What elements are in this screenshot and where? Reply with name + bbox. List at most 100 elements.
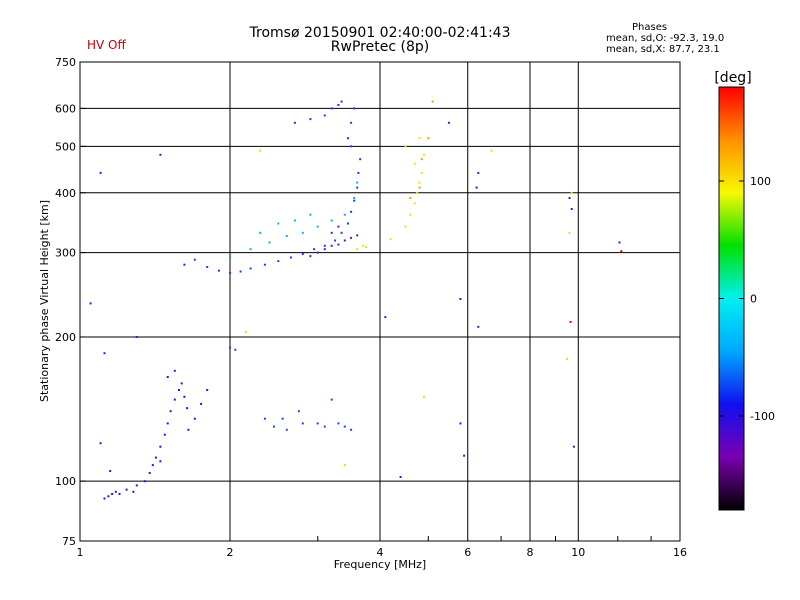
data-point bbox=[301, 231, 304, 234]
data-point bbox=[618, 241, 621, 244]
data-point bbox=[413, 162, 416, 165]
data-point bbox=[297, 410, 300, 413]
data-point bbox=[389, 238, 392, 241]
data-point bbox=[103, 352, 106, 355]
y-axis-ticks: 75 100 200 300 400 500 600 750 bbox=[55, 56, 86, 548]
y-tick-label: 400 bbox=[55, 187, 76, 200]
data-point bbox=[427, 137, 430, 140]
data-point bbox=[239, 270, 242, 273]
x-tick-label: 10 bbox=[571, 546, 585, 559]
data-point bbox=[422, 153, 425, 156]
x-tick-label: 2 bbox=[227, 546, 234, 559]
data-point bbox=[183, 263, 186, 266]
data-point bbox=[384, 316, 387, 319]
data-point bbox=[277, 222, 280, 225]
colorbar-tick-label: 100 bbox=[750, 175, 771, 188]
data-point bbox=[566, 357, 569, 360]
data-point bbox=[249, 267, 252, 270]
data-point bbox=[125, 488, 128, 491]
data-point bbox=[350, 145, 353, 148]
data-point bbox=[418, 186, 421, 189]
data-point bbox=[249, 248, 252, 251]
data-point bbox=[330, 244, 333, 247]
data-point bbox=[350, 121, 353, 124]
grid-lines bbox=[80, 62, 680, 541]
data-point bbox=[343, 239, 346, 242]
data-point bbox=[285, 428, 288, 431]
data-point bbox=[109, 470, 112, 472]
data-point bbox=[173, 398, 176, 401]
data-point bbox=[154, 456, 157, 459]
data-point bbox=[159, 445, 162, 448]
x-axis-ticks: 1 2 4 6 8 10 16 bbox=[77, 536, 687, 559]
data-point bbox=[268, 241, 271, 244]
data-point bbox=[418, 181, 421, 184]
data-point bbox=[323, 114, 326, 117]
colorbar-label: [deg] bbox=[714, 70, 751, 86]
data-point bbox=[187, 428, 190, 431]
data-point bbox=[477, 325, 480, 328]
data-point bbox=[206, 266, 209, 268]
data-point bbox=[343, 464, 346, 467]
data-point bbox=[570, 191, 573, 194]
data-point bbox=[330, 107, 333, 110]
data-point bbox=[309, 118, 312, 121]
x-tick-label: 16 bbox=[673, 546, 687, 559]
data-point bbox=[263, 417, 266, 420]
data-point bbox=[568, 197, 571, 199]
data-point bbox=[337, 225, 340, 228]
x-tick-label: 1 bbox=[77, 546, 84, 559]
data-point bbox=[118, 493, 121, 495]
data-point bbox=[323, 244, 326, 247]
data-point bbox=[163, 433, 166, 436]
data-point bbox=[166, 422, 169, 425]
data-point bbox=[399, 476, 402, 478]
data-point bbox=[459, 422, 462, 425]
data-point bbox=[353, 107, 356, 110]
data-point bbox=[259, 231, 262, 234]
data-point bbox=[356, 234, 359, 237]
data-point bbox=[356, 181, 359, 184]
data-point bbox=[166, 376, 169, 378]
data-point bbox=[148, 472, 151, 474]
data-point bbox=[186, 407, 189, 410]
data-point bbox=[244, 330, 247, 333]
data-point bbox=[107, 495, 110, 498]
data-point bbox=[343, 213, 346, 216]
data-point bbox=[337, 422, 340, 425]
y-tick-label: 300 bbox=[55, 247, 76, 260]
data-point bbox=[330, 398, 333, 401]
data-point bbox=[229, 272, 231, 274]
data-point bbox=[569, 320, 572, 323]
data-point bbox=[409, 213, 412, 216]
data-point bbox=[217, 269, 220, 272]
data-point bbox=[431, 100, 434, 103]
data-point bbox=[99, 442, 102, 445]
y-tick-label: 500 bbox=[55, 140, 76, 153]
data-point bbox=[463, 454, 466, 457]
data-point bbox=[418, 137, 421, 140]
data-point bbox=[316, 422, 319, 425]
phase-stats-o: mean, sd,O: -92.3, 19.0 bbox=[606, 33, 725, 44]
data-point bbox=[180, 382, 183, 385]
data-point bbox=[313, 248, 316, 251]
data-point bbox=[365, 246, 367, 249]
data-point bbox=[234, 348, 237, 351]
data-point bbox=[316, 251, 319, 254]
data-point bbox=[151, 464, 154, 467]
data-point bbox=[114, 490, 117, 493]
data-point bbox=[459, 298, 462, 300]
data-point bbox=[89, 302, 92, 305]
data-point bbox=[323, 248, 326, 251]
data-point bbox=[343, 425, 346, 428]
data-point bbox=[570, 208, 573, 210]
data-point bbox=[135, 484, 138, 487]
data-point bbox=[350, 428, 353, 431]
data-point bbox=[330, 231, 333, 234]
data-point bbox=[347, 137, 349, 140]
data-point bbox=[413, 202, 416, 205]
data-point bbox=[357, 171, 360, 174]
data-point bbox=[334, 239, 337, 242]
colorbar-tick-label: -100 bbox=[750, 410, 775, 423]
